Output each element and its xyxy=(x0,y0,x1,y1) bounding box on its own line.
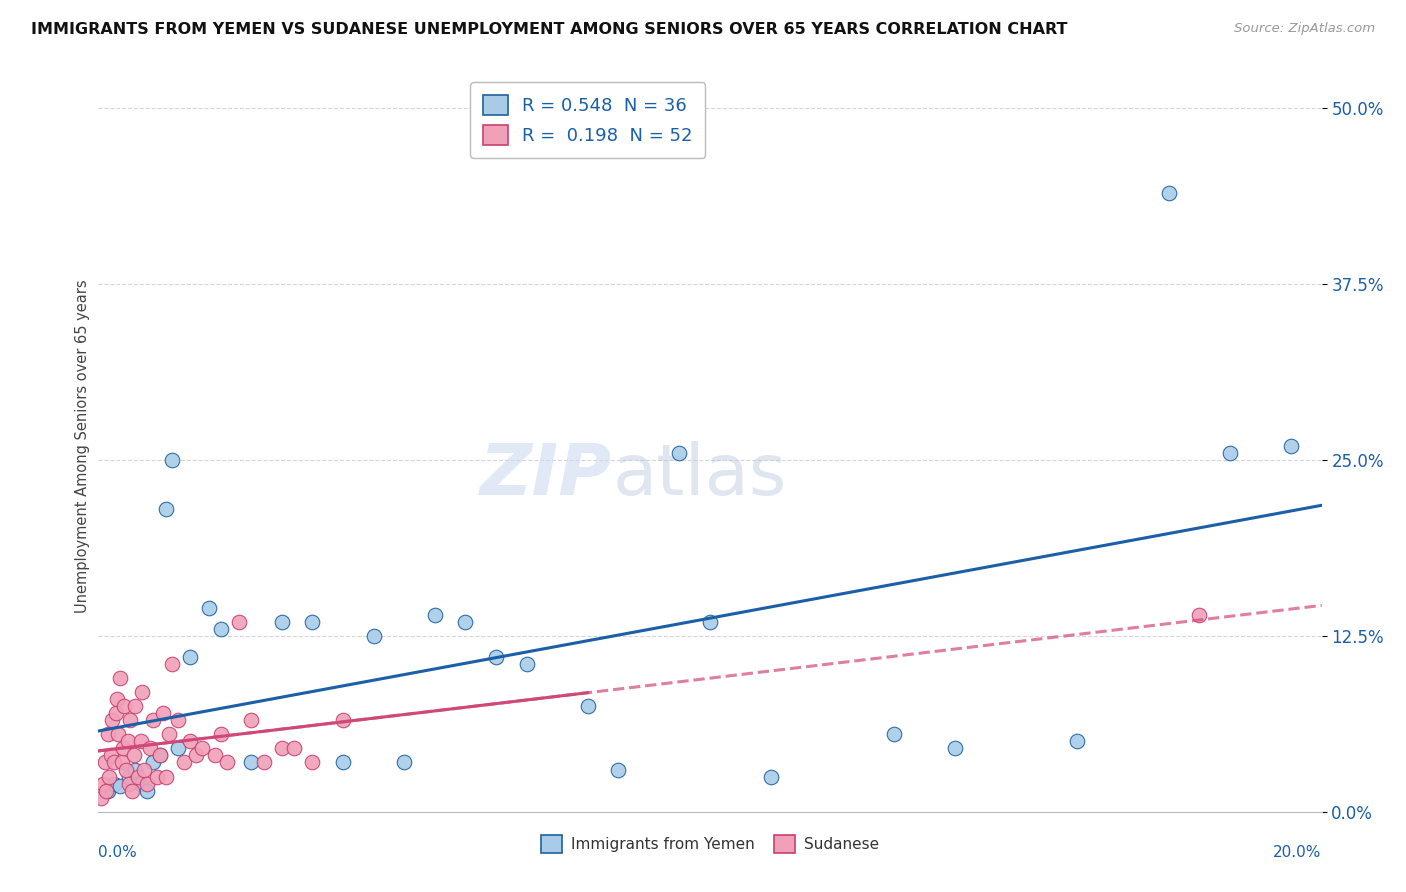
Text: ZIP: ZIP xyxy=(479,441,612,509)
Point xyxy=(240,714,263,728)
Point xyxy=(155,770,177,784)
Point xyxy=(117,734,139,748)
Point xyxy=(149,748,172,763)
Point xyxy=(179,650,201,665)
Point xyxy=(204,748,226,763)
Text: IMMIGRANTS FROM YEMEN VS SUDANESE UNEMPLOYMENT AMONG SENIORS OVER 65 YEARS CORRE: IMMIGRANTS FROM YEMEN VS SUDANESE UNEMPL… xyxy=(31,22,1067,37)
Point xyxy=(122,748,145,763)
Point xyxy=(160,657,183,671)
Point xyxy=(131,685,153,699)
Point xyxy=(392,756,416,770)
Point xyxy=(215,756,238,770)
Point xyxy=(112,699,135,714)
Point xyxy=(100,748,122,763)
Point xyxy=(124,699,146,714)
Point xyxy=(668,446,690,460)
Point xyxy=(139,741,162,756)
Text: 20.0%: 20.0% xyxy=(1274,845,1322,860)
Point xyxy=(252,756,274,770)
Point xyxy=(332,714,354,728)
Point xyxy=(111,756,134,770)
Point xyxy=(283,741,305,756)
Point xyxy=(191,741,214,756)
Point xyxy=(209,622,232,636)
Point xyxy=(129,734,152,748)
Text: 0.0%: 0.0% xyxy=(98,845,138,860)
Point xyxy=(118,770,141,784)
Point xyxy=(93,756,115,770)
Point xyxy=(576,699,599,714)
Point xyxy=(363,629,385,643)
Point xyxy=(118,776,141,790)
Point xyxy=(1279,439,1302,453)
Point xyxy=(423,607,446,622)
Point xyxy=(136,783,159,797)
Point xyxy=(485,650,508,665)
Point xyxy=(145,770,167,784)
Y-axis label: Unemployment Among Seniors over 65 years: Unemployment Among Seniors over 65 years xyxy=(75,279,90,613)
Point xyxy=(115,763,138,777)
Point xyxy=(1157,186,1180,200)
Point xyxy=(228,615,250,629)
Point xyxy=(101,714,124,728)
Point xyxy=(142,756,165,770)
Point xyxy=(1066,734,1088,748)
Point xyxy=(127,770,149,784)
Point xyxy=(98,770,121,784)
Point xyxy=(142,714,165,728)
Point xyxy=(699,615,721,629)
Point xyxy=(332,756,354,770)
Point xyxy=(301,756,323,770)
Point xyxy=(94,783,117,797)
Point xyxy=(90,790,112,805)
Point xyxy=(301,615,323,629)
Point xyxy=(104,706,127,721)
Point xyxy=(91,776,114,790)
Text: Source: ZipAtlas.com: Source: ZipAtlas.com xyxy=(1234,22,1375,36)
Point xyxy=(105,692,128,706)
Point xyxy=(197,600,219,615)
Point xyxy=(167,741,190,756)
Legend: Immigrants from Yemen, Sudanese: Immigrants from Yemen, Sudanese xyxy=(534,829,886,859)
Point xyxy=(167,714,190,728)
Point xyxy=(173,756,195,770)
Point xyxy=(103,756,125,770)
Point xyxy=(152,706,174,721)
Point xyxy=(179,734,201,748)
Point xyxy=(240,756,263,770)
Point xyxy=(134,763,156,777)
Point xyxy=(121,783,143,797)
Point xyxy=(97,783,120,797)
Point xyxy=(270,615,294,629)
Point xyxy=(943,741,966,756)
Point xyxy=(761,770,783,784)
Point xyxy=(124,763,146,777)
Point xyxy=(103,776,125,790)
Text: atlas: atlas xyxy=(612,441,786,509)
Point xyxy=(97,727,120,741)
Point xyxy=(129,776,152,790)
Point xyxy=(111,741,134,756)
Point xyxy=(516,657,538,671)
Point xyxy=(454,615,477,629)
Point xyxy=(108,671,131,685)
Point xyxy=(270,741,294,756)
Point xyxy=(120,714,142,728)
Point xyxy=(186,748,208,763)
Point xyxy=(157,727,180,741)
Point xyxy=(136,776,159,790)
Point xyxy=(1219,446,1241,460)
Point xyxy=(1188,607,1211,622)
Point xyxy=(883,727,905,741)
Point xyxy=(155,502,177,516)
Point xyxy=(160,453,183,467)
Point xyxy=(107,727,129,741)
Point xyxy=(607,763,630,777)
Point xyxy=(209,727,232,741)
Point xyxy=(149,748,172,763)
Point xyxy=(108,780,131,794)
